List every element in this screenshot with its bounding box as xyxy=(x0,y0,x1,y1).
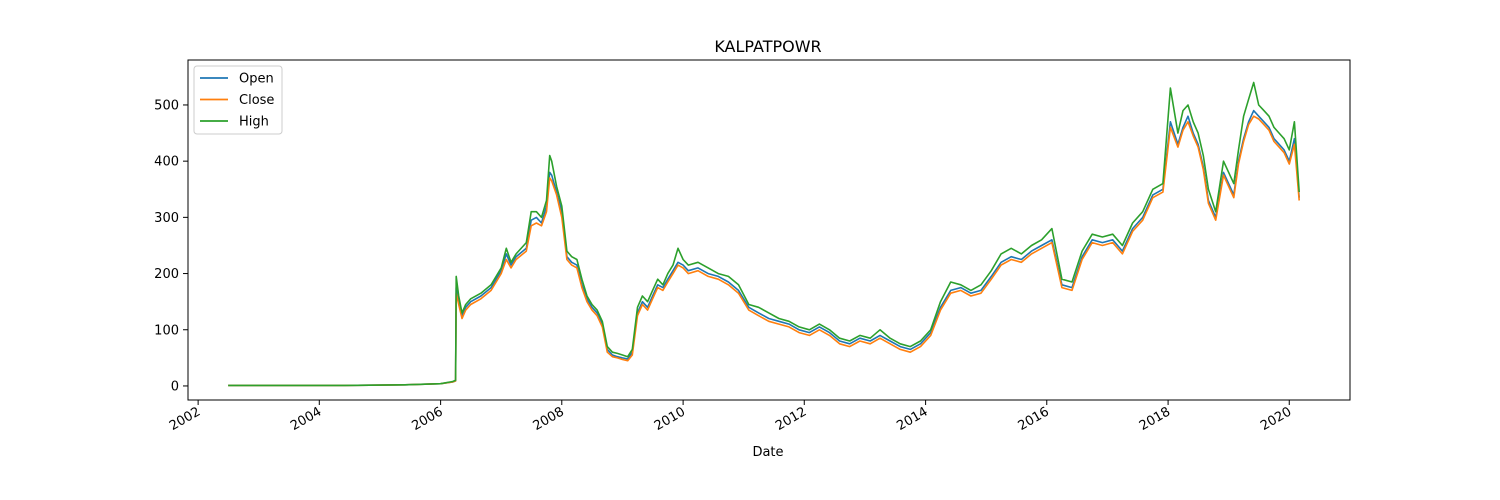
series-line-high xyxy=(228,81,1300,387)
legend-entry-close: Close xyxy=(239,93,274,108)
legend: Open Close High xyxy=(193,65,283,135)
y-tick-label: 300 xyxy=(154,211,179,226)
series-line-open xyxy=(228,109,1300,387)
y-tick-label: 400 xyxy=(154,155,179,170)
chart-title: KALPATPOWR xyxy=(714,37,821,56)
legend-entry-high: High xyxy=(239,115,269,130)
plot-frame xyxy=(187,59,1351,401)
legend-entry-open: Open xyxy=(239,72,274,87)
y-tick-label: 0 xyxy=(171,379,179,394)
y-tick-label: 500 xyxy=(154,98,179,113)
y-tick-label: 200 xyxy=(154,267,179,282)
series-line-close xyxy=(228,115,1300,387)
legend-box xyxy=(193,65,283,135)
plot-area xyxy=(228,81,1300,387)
x-axis-label: Date xyxy=(752,445,783,460)
y-axis: 0 100 200 300 400 500 xyxy=(154,98,188,394)
y-tick-label: 100 xyxy=(154,323,179,338)
